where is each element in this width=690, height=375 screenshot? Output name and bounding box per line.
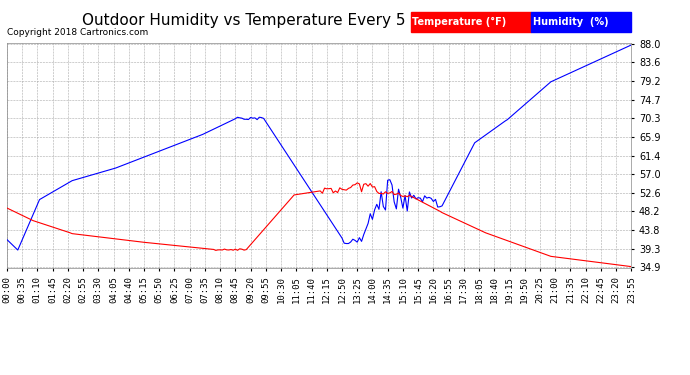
Text: Copyright 2018 Cartronics.com: Copyright 2018 Cartronics.com: [7, 28, 148, 37]
Text: Humidity  (%): Humidity (%): [533, 17, 609, 27]
Text: Outdoor Humidity vs Temperature Every 5 Minutes 20181023: Outdoor Humidity vs Temperature Every 5 …: [82, 13, 553, 28]
Text: Temperature (°F): Temperature (°F): [412, 17, 506, 27]
